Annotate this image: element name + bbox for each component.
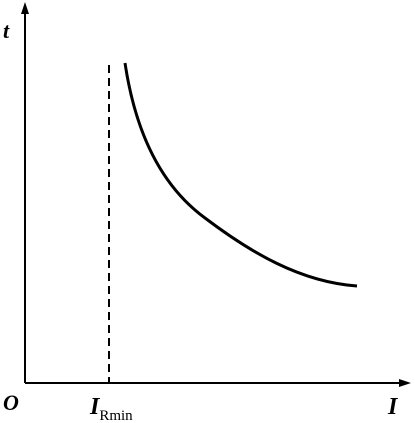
x-arrow [399, 379, 411, 387]
y-axis-label: t [3, 18, 10, 43]
threshold-subscript: Rmin [99, 408, 133, 423]
threshold-main: I [89, 394, 101, 420]
x-axis-label: I [387, 394, 399, 420]
threshold-label: IRmin [89, 394, 133, 423]
time-current-curve [123, 62, 358, 288]
origin-label: O [3, 390, 19, 415]
y-arrow [21, 2, 29, 14]
